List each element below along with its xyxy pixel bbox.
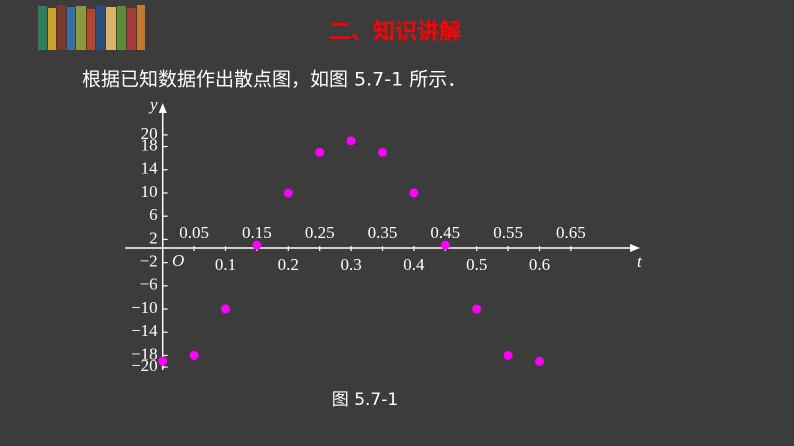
- slide-title: 二、知识讲解: [329, 19, 461, 45]
- point: [409, 188, 419, 198]
- point: [220, 304, 230, 314]
- x-tick-label: 0.65: [556, 223, 586, 242]
- point: [440, 240, 450, 250]
- point: [472, 304, 482, 314]
- x-tick-label: 0.6: [529, 255, 550, 274]
- y-tick-label: −10: [131, 298, 158, 317]
- intro-text: 根据已知数据作出散点图，如图 5.7-1 所示．: [82, 69, 466, 91]
- point: [252, 240, 262, 250]
- point: [503, 350, 513, 360]
- y-tick-label: −18: [131, 344, 158, 363]
- y-tick-label: 10: [141, 182, 158, 201]
- x-axis-label: t: [637, 252, 643, 271]
- y-arrow: [158, 103, 167, 113]
- x-tick-label: 0.05: [179, 223, 209, 242]
- x-tick-label: 0.4: [403, 255, 425, 274]
- books-icon: [38, 5, 145, 50]
- x-tick-label: 0.25: [305, 223, 335, 242]
- point: [315, 147, 325, 157]
- point: [283, 188, 293, 198]
- origin-label: O: [172, 251, 184, 270]
- figure-caption: 图 5.7-1: [332, 390, 398, 410]
- y-tick-label: 14: [141, 159, 159, 178]
- y-tick-label: 6: [149, 205, 158, 224]
- x-tick-label: 0.5: [466, 255, 487, 274]
- point: [535, 356, 545, 366]
- x-tick-label: 0.15: [242, 223, 272, 242]
- x-tick-label: 0.55: [493, 223, 523, 242]
- y-tick-label: −20: [131, 356, 158, 375]
- y-tick-label: −14: [131, 321, 158, 340]
- y-tick-label: 2: [149, 228, 158, 247]
- y-tick-label: −2: [140, 252, 158, 271]
- x-tick-label: 0.3: [340, 255, 361, 274]
- x-tick-label: 0.45: [430, 223, 460, 242]
- y-tick-label: 18: [141, 135, 158, 154]
- y-tick-label: 20: [141, 124, 158, 143]
- x-arrow: [630, 244, 640, 252]
- x-tick-label: 0.1: [215, 255, 236, 274]
- x-tick-label: 0.2: [278, 255, 299, 274]
- y-axis-label: y: [148, 95, 158, 114]
- x-tick-label: 0.35: [368, 223, 398, 242]
- point: [378, 147, 387, 157]
- point: [346, 136, 356, 146]
- point: [158, 356, 168, 366]
- y-tick-label: −6: [140, 275, 158, 294]
- point: [189, 350, 199, 360]
